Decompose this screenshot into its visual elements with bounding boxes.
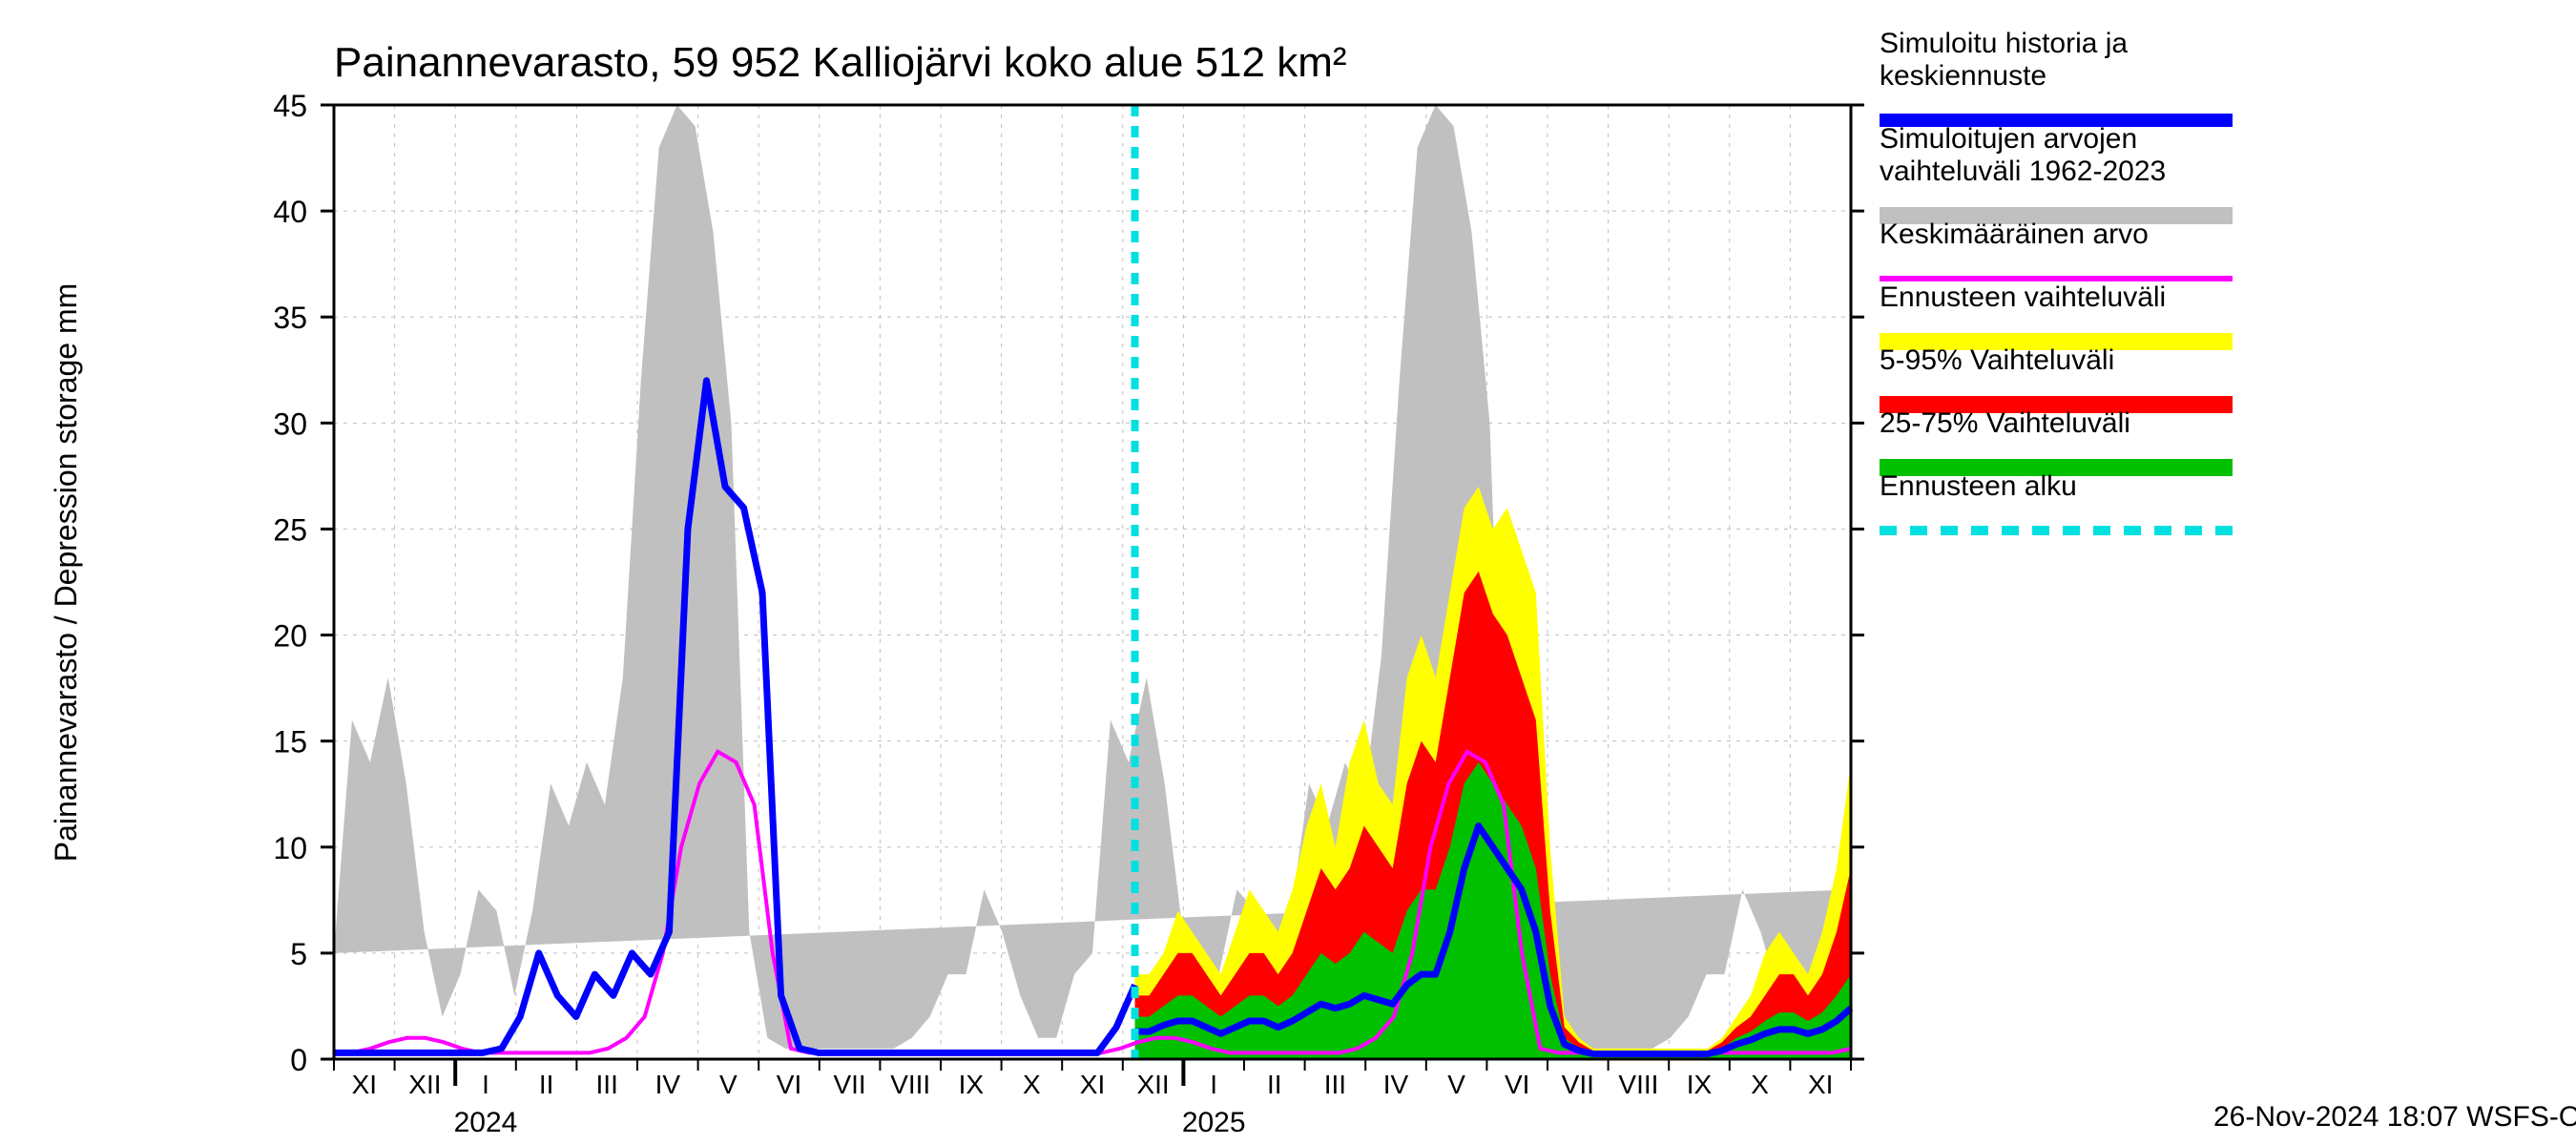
x-tick-label: IX: [959, 1070, 985, 1099]
x-tick-label: IX: [1687, 1070, 1713, 1099]
year-label: 2024: [454, 1107, 518, 1138]
y-tick-label: 40: [273, 195, 307, 229]
x-tick-label: II: [1267, 1070, 1282, 1099]
x-tick-label: VI: [777, 1070, 801, 1099]
x-tick-label: I: [1210, 1070, 1217, 1099]
depression-storage-chart: Painannevarasto / Depression storage mm …: [0, 0, 2576, 1145]
legend-label: Ennusteen vaihteluväli: [1880, 281, 2166, 313]
footer-timestamp: 26-Nov-2024 18:07 WSFS-O: [2213, 1101, 2576, 1133]
x-tick-label: VII: [1562, 1070, 1594, 1099]
legend-label: keskiennuste: [1880, 60, 2046, 92]
legend-label: Simuloitu historia ja: [1880, 28, 2128, 59]
year-label: 2025: [1182, 1107, 1246, 1138]
x-tick-label: X: [1751, 1070, 1769, 1099]
y-tick-label: 30: [273, 406, 307, 441]
x-tick-label: VIII: [890, 1070, 930, 1099]
legend-label: 5-95% Vaihteluväli: [1880, 344, 2114, 376]
x-tick-label: II: [539, 1070, 554, 1099]
x-tick-label: XI: [1080, 1070, 1105, 1099]
legend-label: 25-75% Vaihteluväli: [1880, 407, 2130, 439]
x-tick-label: VIII: [1618, 1070, 1658, 1099]
legend-label: Keskimääräinen arvo: [1880, 219, 2149, 250]
y-tick-label: 5: [290, 937, 307, 971]
x-tick-label: V: [719, 1070, 737, 1099]
x-tick-label: IV: [655, 1070, 681, 1099]
y-axis-title: Painannevarasto / Depression storage mm: [49, 283, 83, 863]
x-tick-label: XII: [1136, 1070, 1169, 1099]
legend-label: Ennusteen alku: [1880, 470, 2077, 502]
y-tick-label: 20: [273, 619, 307, 654]
x-tick-label: XII: [408, 1070, 441, 1099]
x-tick-label: V: [1447, 1070, 1465, 1099]
legend: Simuloitu historia jakeskiennuste Simuloi…: [1880, 28, 2233, 531]
y-tick-label: 0: [290, 1043, 307, 1077]
x-tick-label: VI: [1505, 1070, 1529, 1099]
x-tick-label: XI: [352, 1070, 377, 1099]
x-tick-label: III: [1324, 1070, 1346, 1099]
chart-title: Painannevarasto, 59 952 Kalliojärvi koko…: [334, 39, 1347, 86]
y-tick-label: 15: [273, 725, 307, 760]
x-tick-label: X: [1023, 1070, 1041, 1099]
y-tick-label: 45: [273, 89, 307, 123]
x-tick-label: I: [482, 1070, 489, 1099]
legend-label: vaihteluväli 1962-2023: [1880, 156, 2166, 187]
y-tick-label: 25: [273, 512, 307, 547]
y-tick-label: 10: [273, 831, 307, 865]
plot-area: 051015202530354045XIXIIIIIIIIIVVVIVIIVII…: [273, 89, 1864, 1138]
x-tick-label: III: [596, 1070, 618, 1099]
legend-label: Simuloitujen arvojen: [1880, 123, 2137, 155]
y-tick-label: 35: [273, 301, 307, 335]
x-tick-label: IV: [1383, 1070, 1409, 1099]
historical-range: [334, 105, 1851, 1049]
x-tick-label: XI: [1808, 1070, 1833, 1099]
x-tick-label: VII: [833, 1070, 865, 1099]
